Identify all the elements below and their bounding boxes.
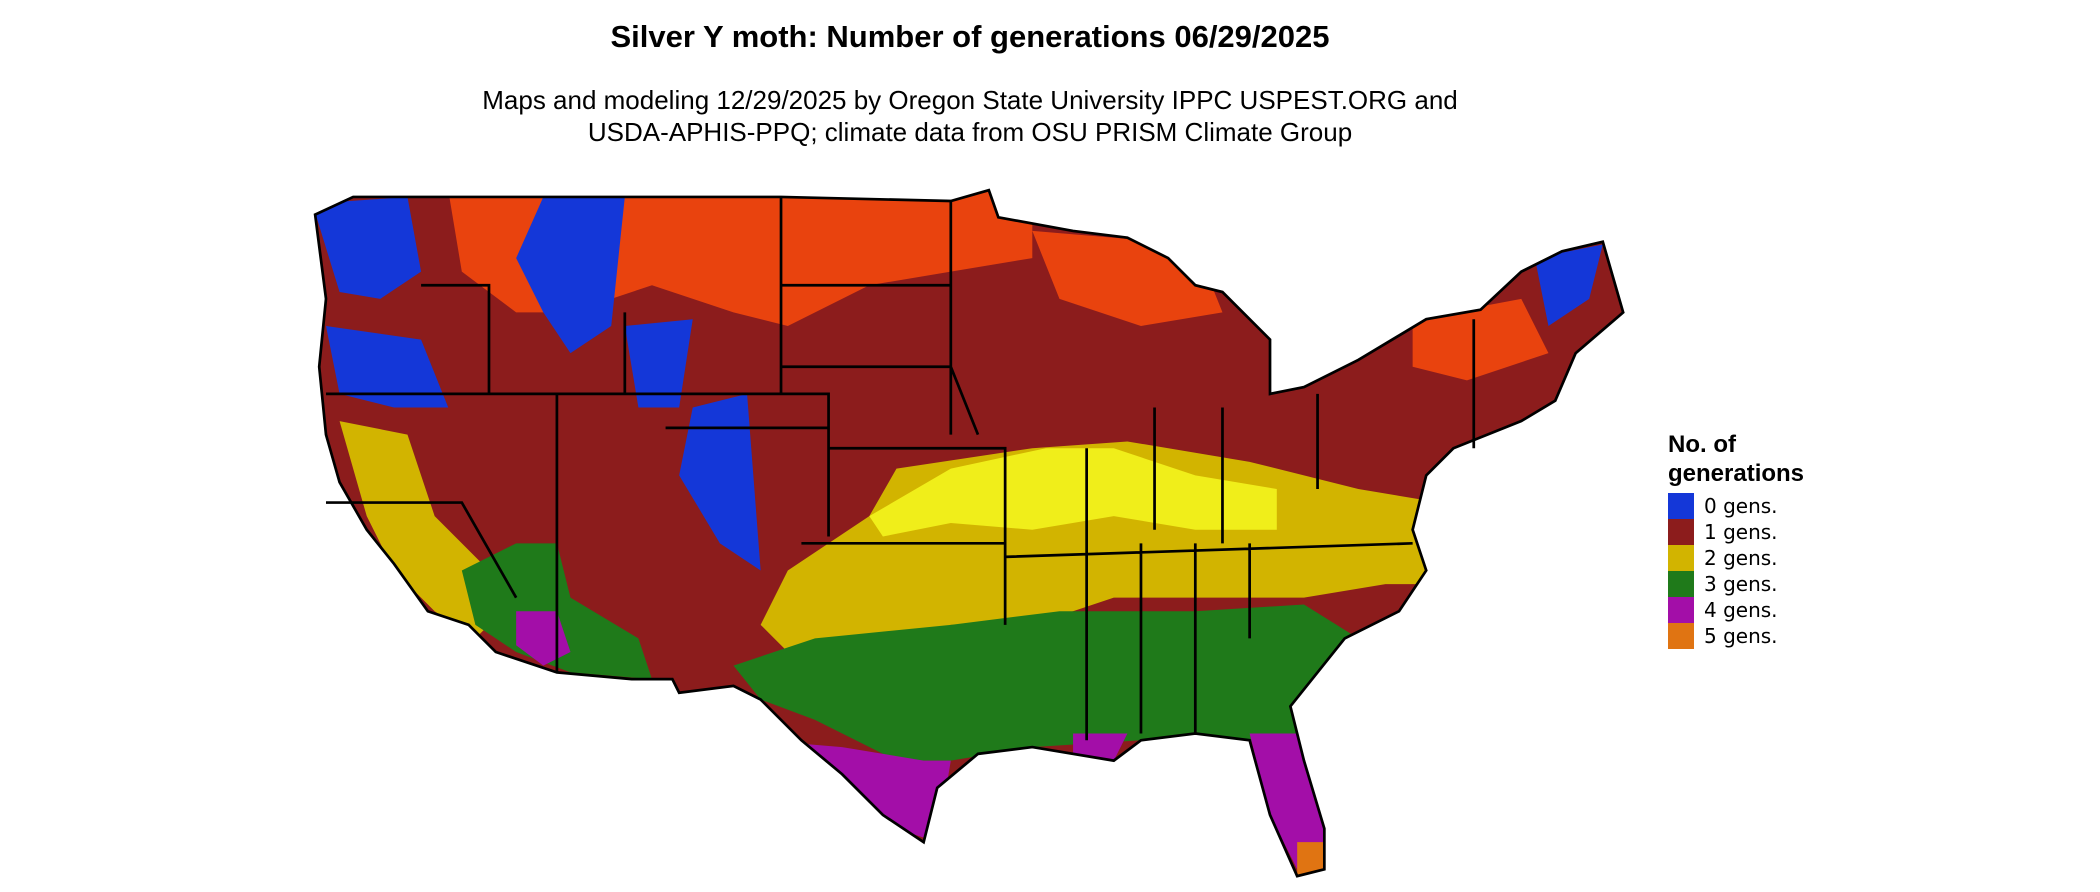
legend-label: 0 gens. xyxy=(1704,494,1778,518)
legend-label: 4 gens. xyxy=(1704,598,1778,622)
legend-swatch xyxy=(1668,519,1694,545)
zone-3 xyxy=(733,604,1359,761)
legend-swatch xyxy=(1668,545,1694,571)
legend-swatch xyxy=(1668,623,1694,649)
legend-title: generations xyxy=(1668,460,1804,487)
legend: 0 gens.1 gens.2 gens.3 gens.4 gens.5 gen… xyxy=(1668,493,1778,649)
legend-label: 3 gens. xyxy=(1704,572,1778,596)
legend-label: 5 gens. xyxy=(1704,624,1778,648)
state-borders xyxy=(313,188,1625,878)
legend-swatch xyxy=(1668,597,1694,623)
zone-2-warm xyxy=(869,448,1277,537)
legend-swatch xyxy=(1668,571,1694,597)
legend-title: No. of xyxy=(1668,431,1737,458)
map-title: Silver Y moth: Number of generations 06/… xyxy=(610,19,1329,54)
zone-4 xyxy=(516,611,1325,870)
zone-5 xyxy=(1297,842,1332,877)
zone-1-cool xyxy=(1032,230,1549,381)
subtitle-line: Maps and modeling 12/29/2025 by Oregon S… xyxy=(482,85,1458,115)
subtitle-line: USDA-APHIS-PPQ; climate data from OSU PR… xyxy=(588,117,1352,147)
legend-label: 2 gens. xyxy=(1704,546,1778,570)
us-map xyxy=(313,188,1625,878)
generation-zones xyxy=(315,190,1624,877)
legend-label: 1 gens. xyxy=(1704,520,1778,544)
legend-swatch xyxy=(1668,493,1694,519)
